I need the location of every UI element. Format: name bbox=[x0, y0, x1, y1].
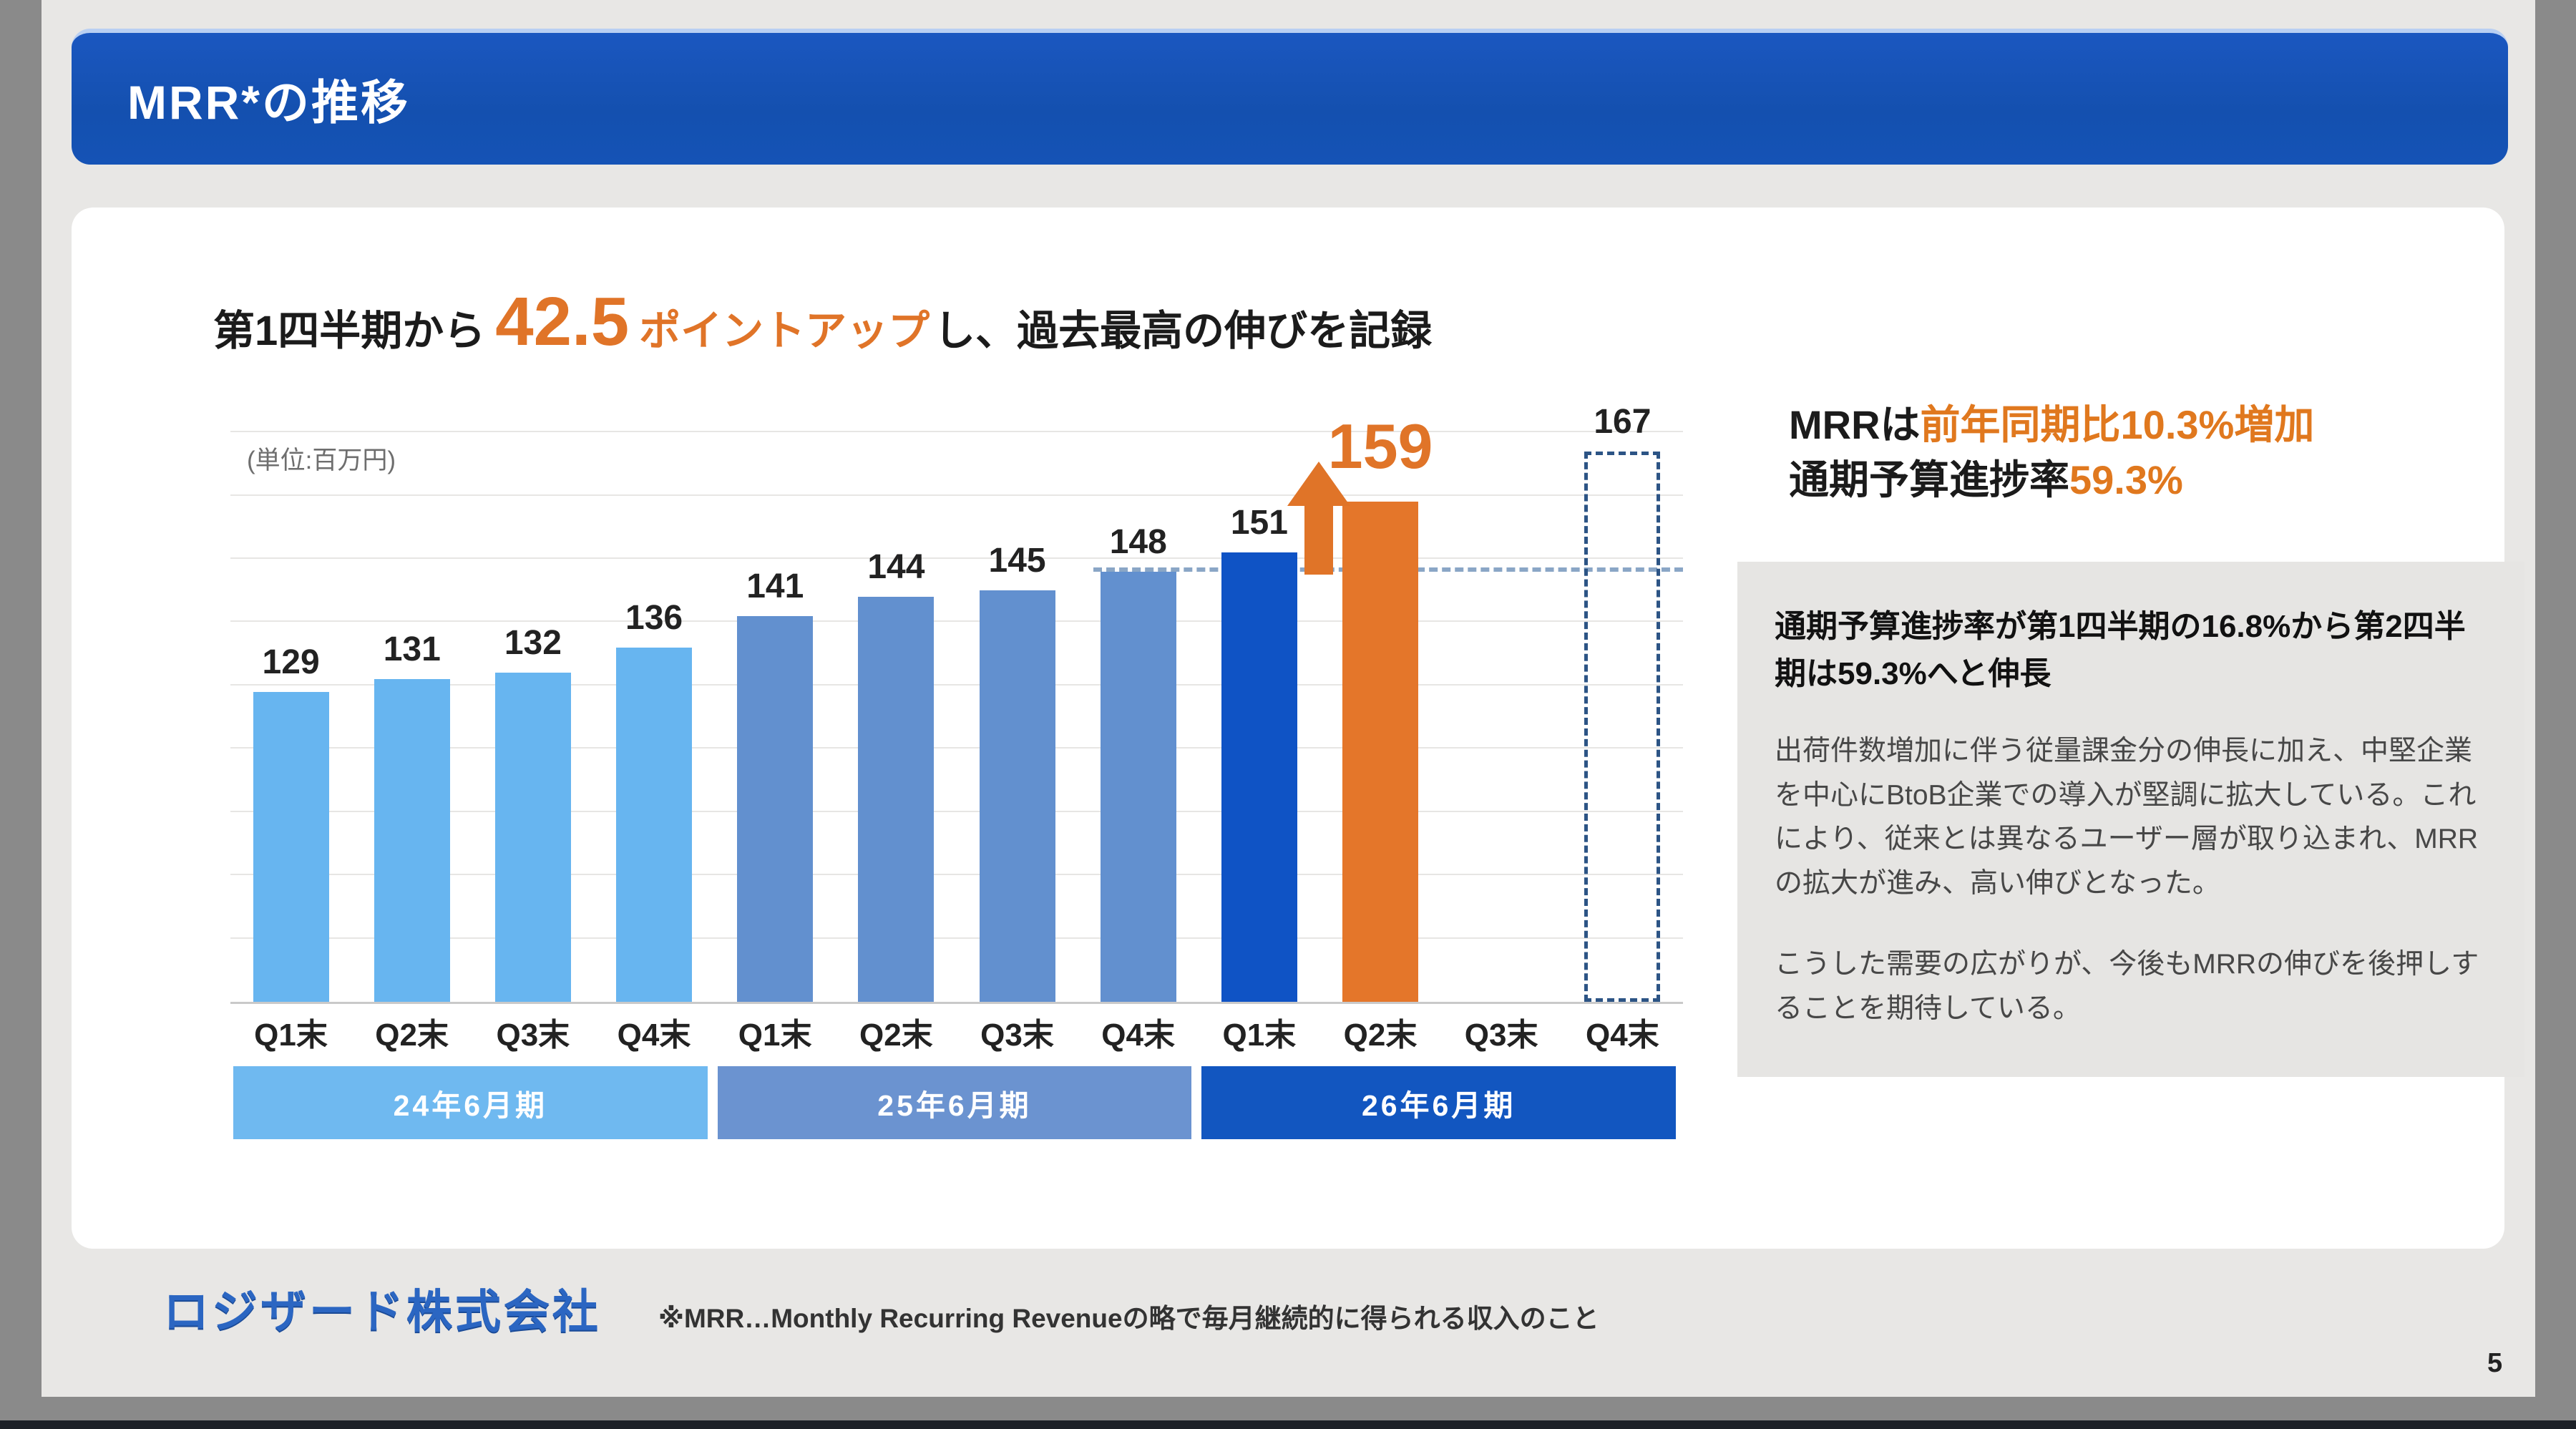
gridline bbox=[230, 620, 1683, 623]
bar-chart-plot: 129 131 132 136 141 144 145 148 151 159 167 bbox=[230, 401, 1683, 1004]
bar-value-label: 131 bbox=[383, 630, 441, 669]
commentary-paragraph-1: 出荷件数増加に伴う従量課金分の伸長に加え、中堅企業を中心にBtoB企業での導入が… bbox=[1775, 736, 2479, 899]
bar-value-label: 148 bbox=[1109, 522, 1167, 561]
company-logo: ロジザード株式会社 bbox=[163, 1286, 601, 1337]
gridline bbox=[230, 494, 1683, 496]
right-headline-line1-black: MRRは bbox=[1789, 402, 1921, 447]
period-band: 26年6月期 bbox=[1201, 1066, 1676, 1139]
gridline bbox=[230, 874, 1683, 876]
headline: 第1四半期から 42.5 ポイントアップ し、過去最高の伸びを記録 bbox=[213, 283, 1432, 361]
commentary-box: 通期予算進捗率が第1四半期の16.8%から第2四半期は59.3%へと伸長 出荷件… bbox=[1737, 562, 2524, 1077]
x-axis-label: Q2末 bbox=[1343, 1018, 1418, 1053]
bar bbox=[253, 691, 329, 1002]
x-axis-label: Q4末 bbox=[1585, 1018, 1659, 1053]
gridline bbox=[230, 557, 1683, 560]
x-axis-label: Q3末 bbox=[1464, 1018, 1538, 1053]
slide: MRR*の推移 第1四半期から 42.5 ポイントアップ し、過去最高の伸びを記… bbox=[42, 0, 2535, 1397]
bar bbox=[1221, 552, 1297, 1002]
bar bbox=[494, 673, 571, 1002]
arrow-shaft bbox=[1304, 505, 1333, 575]
mrr-footnote: ※MRR…Monthly Recurring Revenueの略で毎月継続的に得… bbox=[658, 1304, 1599, 1333]
bar bbox=[374, 679, 450, 1002]
x-axis-label: Q2末 bbox=[375, 1018, 449, 1053]
arrow-head bbox=[1287, 461, 1350, 506]
x-axis-label: Q1末 bbox=[254, 1018, 328, 1053]
commentary-paragraph-2: こうした需要の広がりが、今後もMRRの伸びを後押しすることを期待している。 bbox=[1775, 949, 2479, 1025]
bar bbox=[616, 647, 693, 1002]
growth-up-arrow-icon bbox=[1284, 461, 1353, 575]
bar bbox=[979, 590, 1055, 1002]
bar bbox=[737, 615, 814, 1002]
x-axis-label: Q1末 bbox=[738, 1018, 812, 1053]
headline-orange-text: ポイントアップ bbox=[639, 308, 930, 354]
right-headline-line2-black: 通期予算進捗率 bbox=[1789, 457, 2069, 503]
gridline bbox=[230, 747, 1683, 749]
bar bbox=[858, 597, 935, 1002]
right-headline-line2: 通期予算進捗率59.3% bbox=[1789, 452, 2314, 507]
bar-value-label: 144 bbox=[867, 548, 925, 587]
period-band: 25年6月期 bbox=[717, 1066, 1192, 1139]
gridline bbox=[230, 937, 1683, 939]
bar-value-label: 136 bbox=[625, 598, 683, 637]
headline-prefix: 第1四半期から bbox=[213, 308, 486, 354]
headline-suffix: し、過去最高の伸びを記録 bbox=[934, 308, 1433, 354]
x-axis-label: Q1末 bbox=[1222, 1018, 1297, 1053]
bar-value-label: 167 bbox=[1594, 402, 1652, 441]
gridline bbox=[230, 431, 1683, 433]
chart-unit-label: (単位:百万円) bbox=[247, 447, 396, 474]
page-title: MRR*の推移 bbox=[127, 76, 410, 129]
gridline bbox=[230, 810, 1683, 812]
bar-value-label: 141 bbox=[746, 567, 804, 605]
headline-big-number: 42.5 bbox=[495, 283, 630, 360]
commentary-heading: 通期予算進捗率が第1四半期の16.8%から第2四半期は59.3%へと伸長 bbox=[1775, 609, 2466, 691]
bar-value-label: 129 bbox=[262, 643, 320, 681]
right-panel-headline: MRRは前年同期比10.3%増加 通期予算進捗率59.3% bbox=[1789, 397, 2314, 508]
x-axis-label: Q3末 bbox=[496, 1018, 570, 1053]
bar bbox=[1100, 571, 1176, 1002]
content-card: 第1四半期から 42.5 ポイントアップ し、過去最高の伸びを記録 (単位:百万… bbox=[72, 208, 2524, 1249]
page-number: 5 bbox=[2487, 1348, 2503, 1378]
x-axis-label: Q4末 bbox=[617, 1018, 691, 1053]
right-headline-line1: MRRは前年同期比10.3%増加 bbox=[1789, 397, 2314, 452]
forecast-bar bbox=[1584, 451, 1661, 1002]
period-band: 24年6月期 bbox=[233, 1066, 708, 1139]
bottom-edge-strip bbox=[0, 1420, 2576, 1429]
right-headline-line1-orange: 前年同期比10.3%増加 bbox=[1920, 402, 2315, 447]
bar-value-label: 151 bbox=[1230, 504, 1288, 542]
bar-value-label: 132 bbox=[504, 624, 562, 663]
gridline bbox=[230, 683, 1683, 686]
x-axis-label: Q2末 bbox=[859, 1018, 933, 1053]
x-axis-label: Q4末 bbox=[1101, 1018, 1175, 1053]
x-axis-label: Q3末 bbox=[980, 1018, 1054, 1053]
bar-value-label: 145 bbox=[988, 542, 1046, 580]
right-headline-line2-orange: 59.3% bbox=[2069, 457, 2183, 503]
slide-title-bar: MRR*の推移 bbox=[72, 29, 2508, 165]
highlight-bar bbox=[1342, 502, 1419, 1002]
